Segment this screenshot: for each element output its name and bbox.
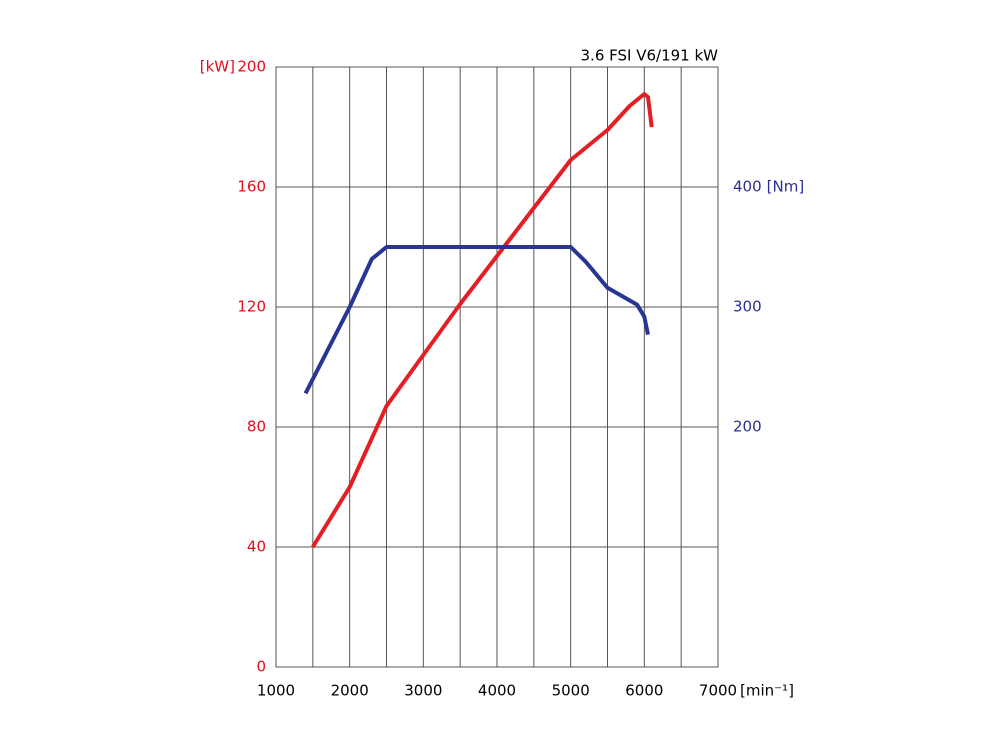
- y2-tick-label: 300: [733, 298, 762, 316]
- y2-tick-label: 200: [733, 418, 762, 436]
- x-tick-label: 7000: [699, 682, 737, 700]
- data-line: [311, 92, 654, 549]
- y-tick-label: 40: [247, 538, 266, 556]
- x-tick-label: 2000: [331, 682, 369, 700]
- y2-tick-label: 400: [733, 178, 762, 196]
- y-axis-label: [kW]: [200, 58, 235, 76]
- y-tick-label: 0: [256, 658, 266, 676]
- y-tick-label: 200: [237, 58, 266, 76]
- x-tick-label: 4000: [478, 682, 516, 700]
- y2-axis-label: [Nm]: [767, 178, 805, 196]
- data-line: [303, 245, 650, 395]
- x-tick-label: 1000: [257, 682, 295, 700]
- x-tick-label: 5000: [552, 682, 590, 700]
- y-tick-label: 160: [237, 178, 266, 196]
- y-tick-label: 80: [247, 418, 266, 436]
- x-axis-label: [min⁻¹]: [740, 682, 794, 700]
- y-tick-label: 120: [237, 298, 266, 316]
- x-tick-label: 3000: [404, 682, 442, 700]
- x-tick-label: 6000: [625, 682, 663, 700]
- chart-title: 3.6 FSI V6/191 kW: [581, 47, 719, 65]
